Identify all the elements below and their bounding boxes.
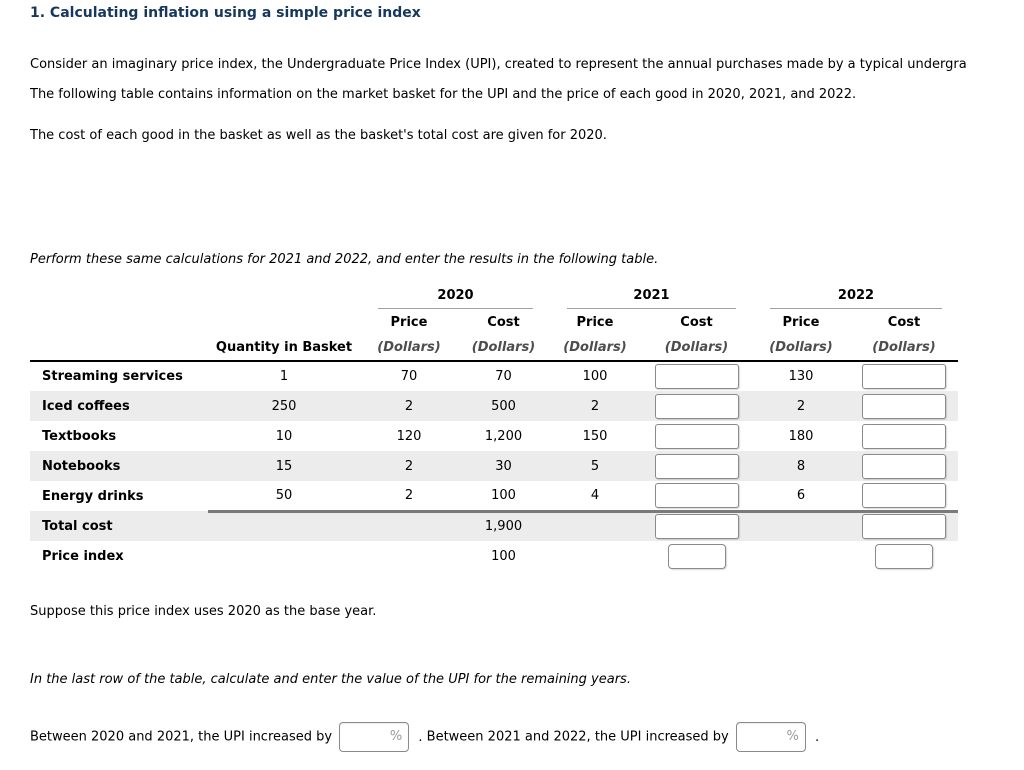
row-label: Price index (42, 548, 124, 564)
table-row-total-cost: Total cost 1,900 (30, 509, 958, 541)
price-2021-value: 150 (582, 428, 608, 444)
base-year-note: Suppose this price index uses 2020 as th… (30, 604, 377, 619)
price-2022-value: 8 (796, 458, 806, 474)
sentence1-suffix: . (418, 729, 423, 745)
cost-2022-streaming-input[interactable] (862, 364, 946, 389)
dollars-label: (Dollars) (752, 335, 850, 362)
price-2022-value: 6 (796, 487, 806, 503)
qty-value: 15 (275, 458, 293, 474)
percent-suffix: % (786, 729, 799, 744)
cost-2021-notebooks-input[interactable] (654, 453, 739, 479)
cost-2022-header: Cost (887, 314, 921, 330)
dollars-label: (Dollars) (850, 335, 958, 362)
total-cost-2022-input[interactable] (862, 514, 946, 540)
cost-2021-textbooks-input[interactable] (654, 423, 739, 449)
table-row-iced-coffees: Iced coffees 250 2 500 2 2 (30, 391, 958, 421)
price-2020-value: 70 (400, 369, 418, 384)
intro-line-2: The following table contains information… (30, 87, 857, 102)
last-row-instruction: In the last row of the table, calculate … (30, 672, 631, 687)
table-row-textbooks: Textbooks 10 120 1,200 150 180 (30, 421, 958, 451)
price-2020-value: 120 (396, 428, 422, 444)
cost-2022-energy-drinks-input[interactable] (862, 482, 946, 508)
table-row-streaming-services: Streaming services 1 70 70 100 130 (30, 361, 958, 391)
cost-note: The cost of each good in the basket as w… (30, 128, 607, 143)
cost-2021-streaming-input[interactable] (654, 364, 739, 389)
sentence2-prefix: Between 2021 and 2022, the UPI increased… (426, 729, 729, 745)
dollars-label: (Dollars) (549, 335, 641, 362)
sentence2-suffix: . (815, 729, 820, 745)
cost-2020-value: 500 (491, 398, 516, 414)
cost-2021-energy-drinks-input[interactable] (654, 482, 739, 508)
price-index-2022-input[interactable] (875, 543, 933, 569)
upi-increase-2021-2022-input[interactable]: % (735, 722, 806, 752)
price-2020-value: 2 (404, 487, 414, 503)
price-2022-value: 180 (788, 428, 814, 444)
table-row-price-index: Price index 100 (30, 541, 958, 571)
price-index-2021-input[interactable] (667, 543, 726, 569)
table-row-energy-drinks: Energy drinks 50 2 100 4 6 (30, 481, 958, 511)
cost-2020-value: 70 (495, 369, 512, 384)
row-label: Notebooks (42, 458, 121, 474)
cost-2022-notebooks-input[interactable] (862, 453, 946, 479)
price-2020-value: 2 (404, 458, 414, 474)
cost-2021-header: Cost (680, 314, 713, 330)
qty-value: 250 (271, 398, 297, 414)
intro-paragraph: Consider an imaginary price index, the U… (30, 50, 1024, 110)
row-label: Energy drinks (42, 488, 144, 504)
price-2021-value: 100 (582, 369, 608, 384)
cost-2020-header: Cost (487, 314, 520, 330)
price-2022-header: Price (782, 314, 820, 330)
cost-2021-iced-coffees-input[interactable] (654, 393, 739, 419)
price-cost-header-row: Price Cost Price Cost Price Cost (30, 309, 958, 335)
percent-suffix: % (389, 729, 403, 744)
upi-increase-2020-2021-input[interactable]: % (339, 722, 410, 752)
cost-2022-iced-coffees-input[interactable] (862, 393, 946, 419)
year-header-2022: 2022 (752, 286, 958, 309)
qty-value: 1 (279, 369, 289, 384)
year-header-2020: 2020 (360, 286, 549, 309)
price-2022-value: 2 (796, 398, 806, 414)
row-label: Iced coffees (42, 398, 130, 414)
price-2021-value: 2 (590, 398, 600, 414)
cost-2020-value: 1,200 (484, 428, 523, 444)
cost-2020-value: 30 (495, 458, 512, 474)
quantity-header: Quantity in Basket (208, 335, 360, 362)
page-title: 1. Calculating inflation using a simple … (30, 5, 421, 21)
upi-market-basket-table: 2020 2021 2022 Price Cost Price Cost Pri… (30, 286, 958, 571)
row-label: Textbooks (42, 428, 117, 444)
dollars-label: (Dollars) (360, 335, 458, 362)
qty-value: 50 (275, 487, 293, 503)
cost-2022-textbooks-input[interactable] (862, 423, 946, 449)
cost-2020-value: 100 (491, 487, 516, 503)
total-cost-2020-value: 1,900 (458, 509, 549, 541)
sentence1-prefix: Between 2020 and 2021, the UPI increased… (30, 729, 333, 745)
upi-increase-sentence: Between 2020 and 2021, the UPI increased… (30, 722, 1024, 753)
dollars-label: (Dollars) (458, 335, 549, 362)
units-header-row: Quantity in Basket (Dollars) (Dollars) (… (30, 335, 958, 362)
perform-instruction: Perform these same calculations for 2021… (30, 252, 659, 267)
price-2021-value: 4 (590, 487, 600, 503)
dollars-label: (Dollars) (641, 335, 752, 362)
price-2021-value: 5 (590, 458, 600, 474)
price-2021-header: Price (576, 314, 614, 330)
year-header-2021: 2021 (549, 286, 752, 309)
row-label: Total cost (42, 518, 113, 534)
intro-line-1: Consider an imaginary price index, the U… (30, 57, 967, 72)
price-2020-header: Price (390, 314, 428, 330)
price-2022-value: 130 (788, 369, 814, 384)
year-header-row: 2020 2021 2022 (30, 286, 958, 309)
table-row-notebooks: Notebooks 15 2 30 5 8 (30, 451, 958, 481)
year-header-spacer (30, 286, 360, 309)
price-2020-value: 2 (404, 398, 414, 414)
total-cost-2021-input[interactable] (654, 514, 739, 540)
price-index-2020-value: 100 (491, 548, 516, 564)
qty-value: 10 (275, 428, 293, 444)
row-label: Streaming services (42, 369, 183, 384)
